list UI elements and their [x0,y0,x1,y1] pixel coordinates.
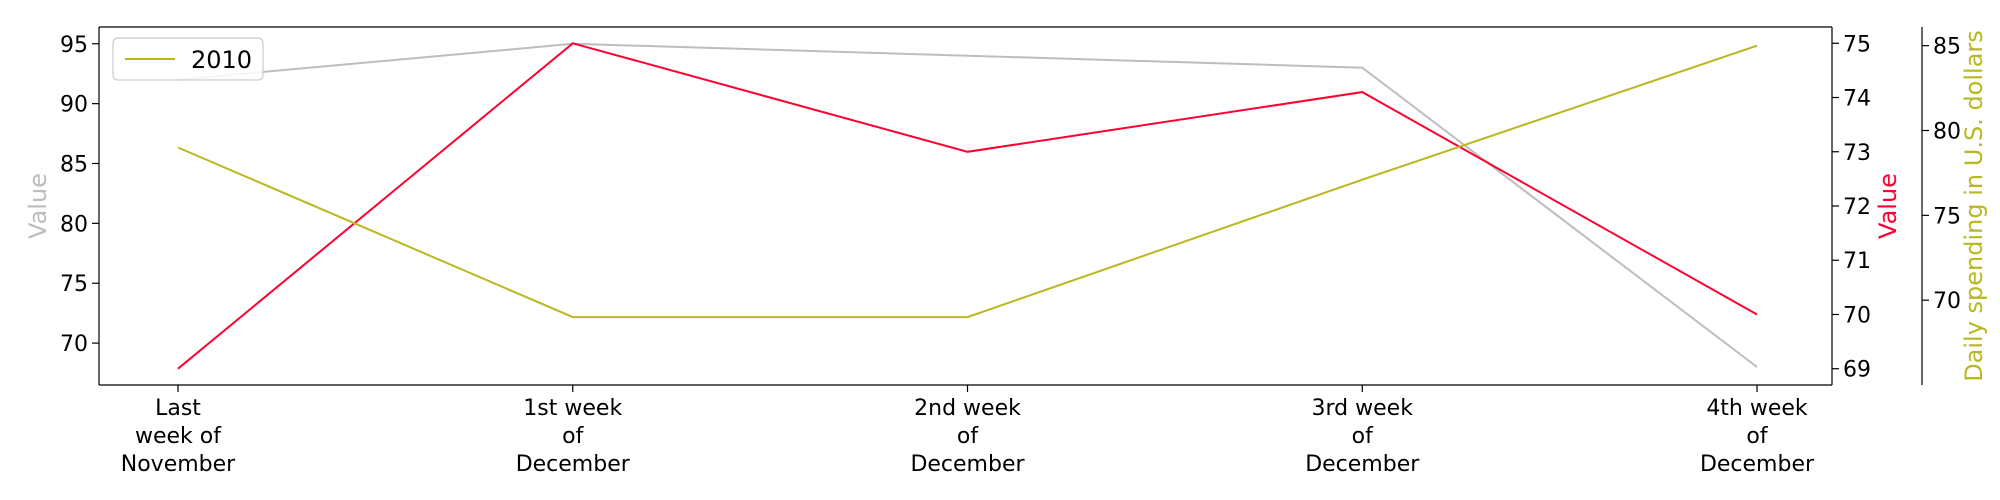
series-line-2010 [177,44,1758,319]
y-tick-label-left: 90 [60,93,88,118]
legend-box [112,37,264,81]
y-tick-label-right1: 73 [1843,141,1871,166]
x-tick-label: 3rd week [1312,396,1414,421]
x-tick-label: of [562,424,584,449]
legend-label: 2010 [191,46,252,74]
y-tick-label-right1: 75 [1843,32,1871,57]
y-tick-label-right2: 75 [1933,204,1961,229]
x-tick-label: week of [135,424,222,449]
x-tick-label: of [1746,424,1768,449]
y-tick-label-right2: 85 [1933,35,1961,60]
x-tick-label: of [957,424,979,449]
x-tick-label: December [1305,452,1420,477]
series-line-right1 [177,42,1758,370]
y-tick-label-left: 85 [60,152,88,177]
x-tick-label: 2nd week [914,396,1021,421]
x-tick-label: December [516,452,631,477]
x-tick-label: December [910,452,1025,477]
x-tick-label: Last [155,396,201,421]
y-tick-label-right1: 72 [1843,195,1871,220]
y-tick-label-right2: 80 [1933,119,1961,144]
x-tick-label: December [1700,452,1815,477]
y-axis-title-right1: Value [1874,173,1902,239]
y-tick-label-right1: 74 [1843,87,1871,112]
y-tick-label-right1: 69 [1843,358,1871,383]
series-line-left [177,42,1758,368]
y-tick-label-right2: 70 [1933,289,1961,314]
x-tick-label: November [121,452,236,477]
y-tick-label-left: 80 [60,212,88,237]
y-tick-label-left: 75 [60,272,88,297]
y-axis-title-right2: Daily spending in U.S. dollars [1960,30,1988,382]
y-axis-title-left: Value [24,173,52,239]
y-tick-label-left: 70 [60,332,88,357]
y-tick-label-right1: 71 [1843,249,1871,274]
y-tick-label-left: 95 [60,33,88,58]
x-tick-label: of [1352,424,1374,449]
x-tick-label: 4th week [1706,396,1808,421]
y-tick-label-right1: 70 [1843,303,1871,328]
x-tick-label: 1st week [523,396,622,421]
